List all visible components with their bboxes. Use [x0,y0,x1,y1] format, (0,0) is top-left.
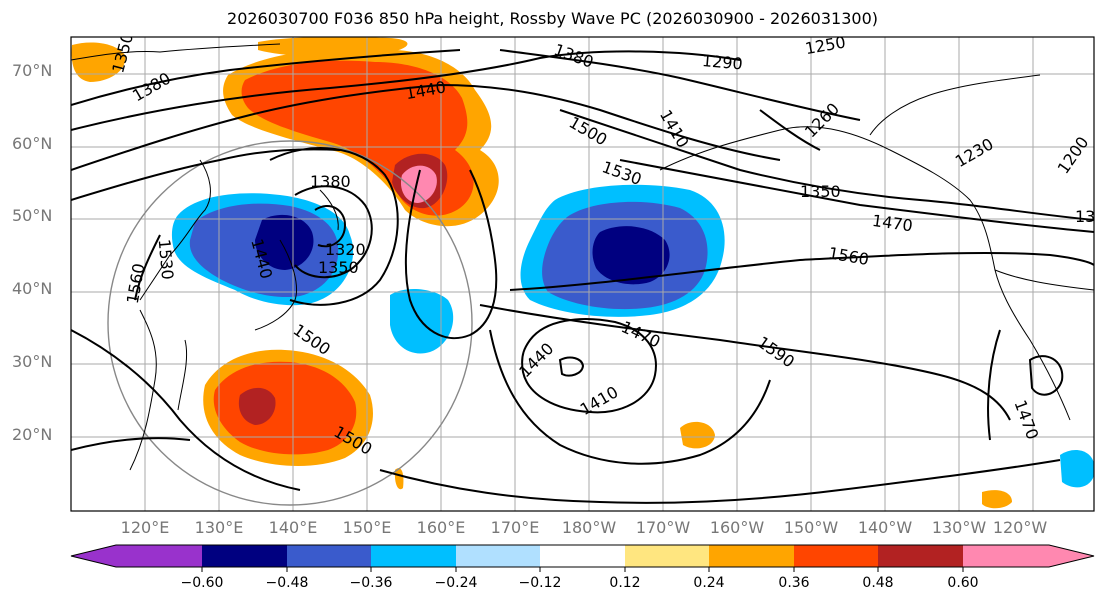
lat-label: 20°N [12,425,53,444]
contour-label: 1530 [155,238,177,280]
lat-label: 40°N [12,279,53,298]
colorbar-tick: 0.12 [609,575,641,591]
lat-label: 50°N [12,206,53,225]
anomaly-shading [71,37,1094,509]
plot-title: 2026030700 F036 850 hPa height, Rossby W… [227,9,878,28]
lon-label: 180°W [561,518,617,537]
lon-label: 150°E [342,518,392,537]
contour-label: 1380 [310,172,351,191]
lon-label: 130°W [931,518,987,537]
height-contours [71,49,1094,504]
lon-label: 160°W [709,518,765,537]
colorbar-tick: −0.60 [180,575,224,591]
contour-label: 1250 [804,32,847,58]
lat-label: 30°N [12,352,53,371]
lon-label: 170°W [635,518,691,537]
coastlines [71,43,1094,471]
lon-label: 130°E [194,518,244,537]
lat-label: 60°N [12,134,53,153]
lon-label: 170°E [490,518,540,537]
lon-label: 120°W [992,518,1048,537]
lat-label: 70°N [12,61,53,80]
colorbar-tick: −0.36 [349,575,393,591]
contour-label: 1320 [325,240,366,259]
contour-label: 1290 [701,51,743,73]
contour-label: 1350 [318,258,359,277]
colorbar-tick: −0.12 [518,575,562,591]
colorbar-tick: 0.24 [693,575,725,591]
colorbar-tick: 0.60 [947,575,979,591]
lon-label: 140°E [268,518,318,537]
lon-label: 150°W [783,518,839,537]
colorbar-tick: 0.48 [862,575,894,591]
lon-label: 140°W [857,518,913,537]
lon-label: 120°E [120,518,170,537]
colorbar-tick: −0.48 [265,575,309,591]
contour-label: 1350 [800,182,841,201]
range-ring [107,140,473,506]
colorbar-tick: 0.36 [778,575,810,591]
lon-label: 160°E [416,518,466,537]
colorbar [70,544,1095,572]
colorbar-tick: −0.24 [434,575,478,591]
contour-label: 13 [1075,207,1095,226]
